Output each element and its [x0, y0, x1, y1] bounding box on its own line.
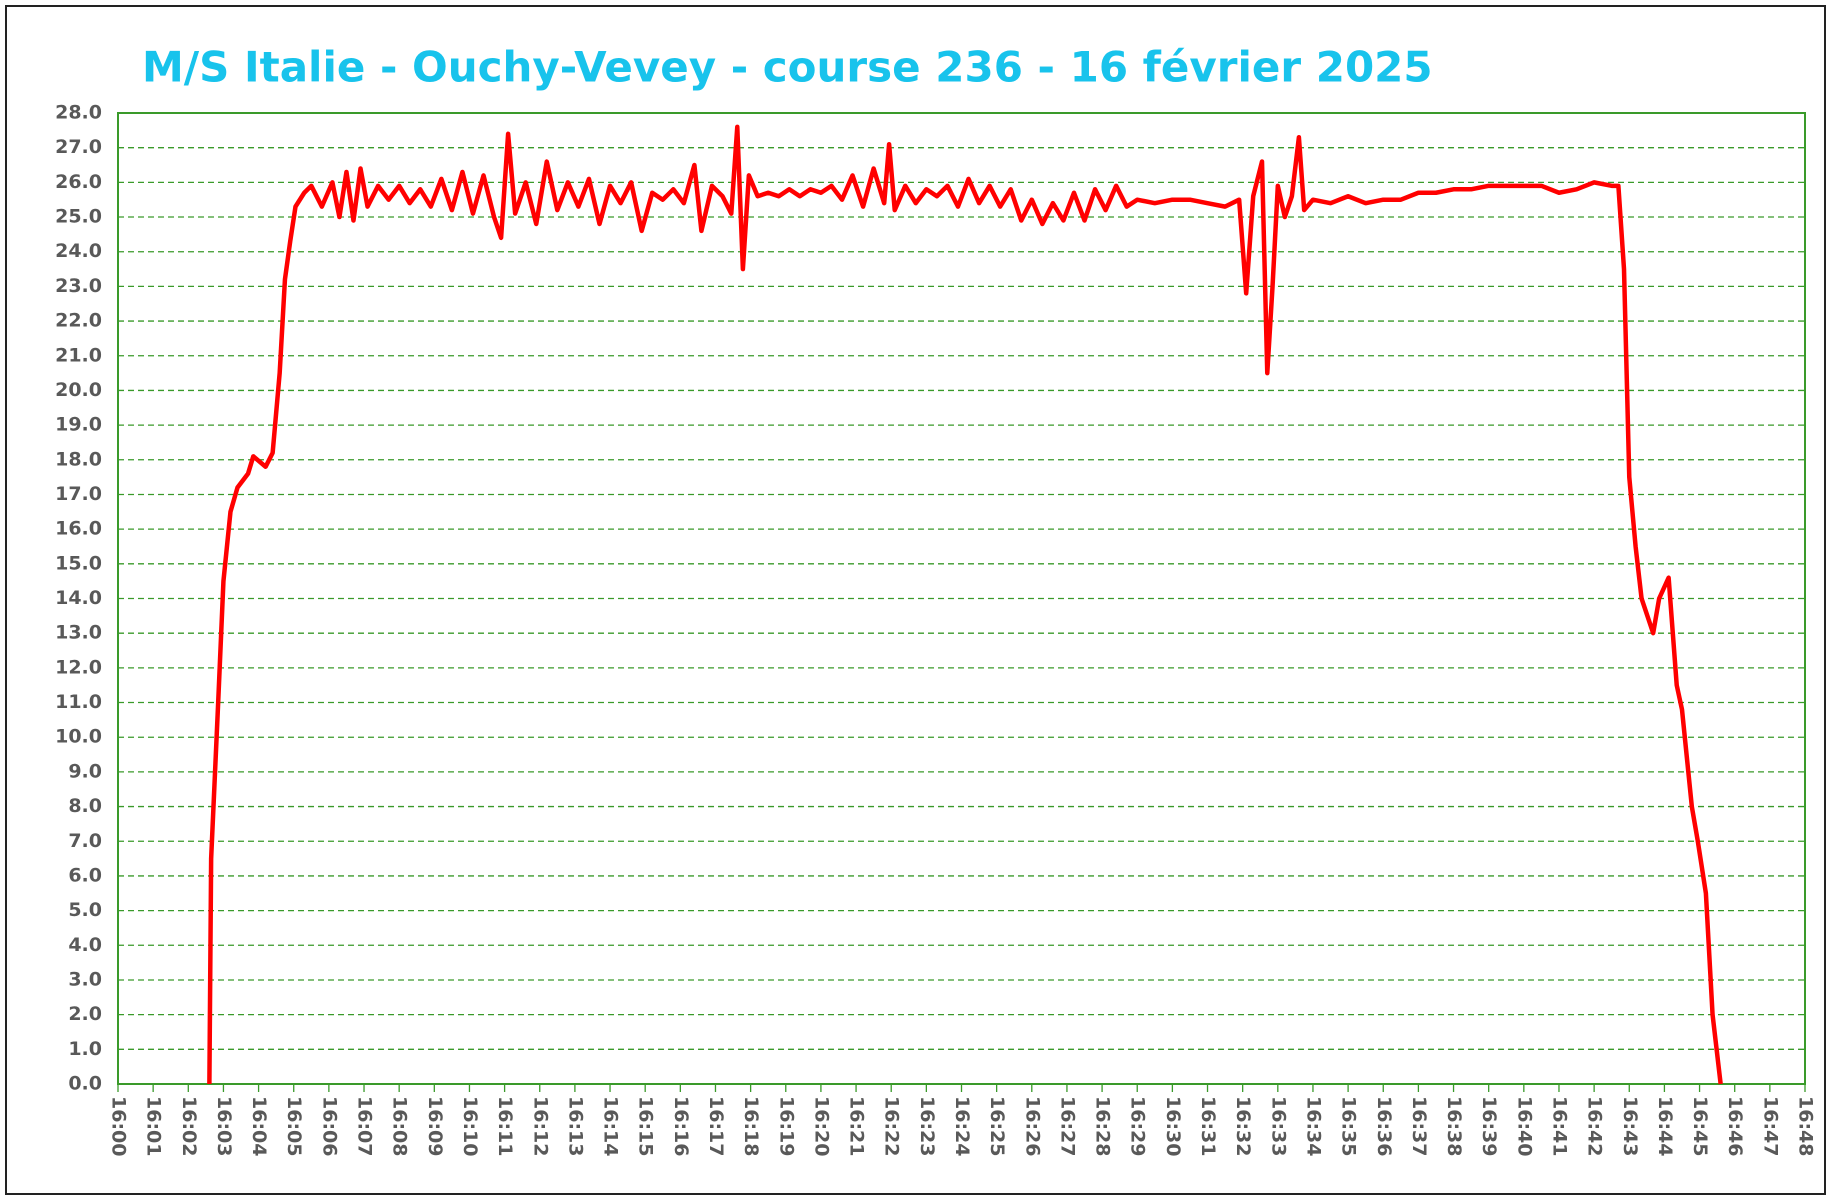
y-tick-label: 21.0	[55, 344, 102, 366]
x-tick-label: 16:17	[705, 1096, 727, 1156]
x-tick-label: 16:29	[1127, 1096, 1149, 1156]
y-tick-label: 26.0	[55, 171, 102, 193]
x-tick-label: 16:22	[881, 1096, 903, 1156]
x-tick-label: 16:42	[1584, 1096, 1606, 1156]
y-tick-label: 18.0	[55, 448, 102, 470]
y-tick-label: 25.0	[55, 206, 102, 228]
y-tick-label: 24.0	[55, 240, 102, 262]
x-tick-label: 16:34	[1302, 1096, 1324, 1156]
x-tick-label: 16:03	[213, 1096, 235, 1156]
chart-title: M/S Italie - Ouchy-Vevey - course 236 - …	[142, 43, 1433, 92]
x-tick-label: 16:27	[1056, 1096, 1078, 1156]
x-tick-label: 16:13	[564, 1096, 586, 1156]
y-tick-label: 10.0	[55, 726, 102, 748]
y-tick-label: 17.0	[55, 483, 102, 505]
x-tick-label: 16:23	[916, 1096, 938, 1156]
y-tick-label: 15.0	[55, 552, 102, 574]
x-tick-label: 16:47	[1759, 1096, 1781, 1156]
y-tick-label: 1.0	[68, 1038, 102, 1060]
y-tick-label: 8.0	[68, 795, 102, 817]
x-tick-label: 16:05	[283, 1096, 305, 1156]
x-tick-label: 16:11	[494, 1096, 516, 1156]
x-tick-label: 16:45	[1689, 1096, 1711, 1156]
x-tick-label: 16:36	[1373, 1096, 1395, 1156]
y-tick-label: 5.0	[68, 899, 102, 921]
x-tick-label: 16:24	[951, 1096, 973, 1156]
x-tick-label: 16:28	[1092, 1096, 1114, 1156]
y-tick-label: 16.0	[55, 518, 102, 540]
x-tick-label: 16:18	[740, 1096, 762, 1156]
y-tick-label: 13.0	[55, 622, 102, 644]
x-tick-label: 16:21	[846, 1096, 868, 1156]
x-tick-label: 16:44	[1654, 1096, 1676, 1156]
x-tick-label: 16:09	[424, 1096, 446, 1156]
y-tick-label: 22.0	[55, 310, 102, 332]
x-tick-label: 16:08	[389, 1096, 411, 1156]
x-tick-label: 16:07	[354, 1096, 376, 1156]
x-tick-label: 16:15	[635, 1096, 657, 1156]
x-tick-label: 16:01	[143, 1096, 165, 1156]
y-tick-label: 12.0	[55, 656, 102, 678]
y-tick-label: 9.0	[68, 760, 102, 782]
x-tick-label: 16:41	[1548, 1096, 1570, 1156]
x-tick-label: 16:26	[1021, 1096, 1043, 1156]
x-tick-label: 16:48	[1795, 1096, 1817, 1156]
x-tick-label: 16:46	[1724, 1096, 1746, 1156]
x-tick-label: 16:19	[775, 1096, 797, 1156]
y-tick-label: 7.0	[68, 830, 102, 852]
x-tick-label: 16:35	[1338, 1096, 1360, 1156]
x-tick-label: 16:31	[1197, 1096, 1219, 1156]
y-tick-label: 3.0	[68, 968, 102, 990]
data-line	[207, 124, 1723, 1085]
x-tick-label: 16:33	[1267, 1096, 1289, 1156]
x-tick-label: 16:30	[1162, 1096, 1184, 1156]
y-tick-label: 20.0	[55, 379, 102, 401]
y-tick-label: 28.0	[55, 102, 102, 124]
x-tick-label: 16:32	[1232, 1096, 1254, 1156]
plot-border	[117, 112, 1806, 1085]
x-tick-label: 16:39	[1478, 1096, 1500, 1156]
x-tick-label: 16:14	[600, 1096, 622, 1156]
y-tick-label: 27.0	[55, 136, 102, 158]
frame	[5, 5, 1826, 1195]
y-tick-label: 11.0	[55, 691, 102, 713]
y-tick-label: 4.0	[68, 934, 102, 956]
x-tick-label: 16:06	[318, 1096, 340, 1156]
x-tick-label: 16:04	[248, 1096, 270, 1156]
x-tick-label: 16:10	[459, 1096, 481, 1156]
x-tick-label: 16:43	[1619, 1096, 1641, 1156]
x-tick-label: 16:00	[108, 1096, 130, 1156]
x-tick-label: 16:38	[1443, 1096, 1465, 1156]
x-tick-label: 16:37	[1408, 1096, 1430, 1156]
y-tick-label: 6.0	[68, 864, 102, 886]
x-tick-label: 16:25	[986, 1096, 1008, 1156]
x-tick-label: 16:40	[1513, 1096, 1535, 1156]
y-tick-label: 19.0	[55, 414, 102, 436]
x-tick-label: 16:12	[529, 1096, 551, 1156]
y-tick-label: 14.0	[55, 587, 102, 609]
y-tick-label: 2.0	[68, 1003, 102, 1025]
x-tick-label: 16:16	[670, 1096, 692, 1156]
x-tick-label: 16:20	[810, 1096, 832, 1156]
y-tick-label: 23.0	[55, 275, 102, 297]
y-tick-label: 0.0	[68, 1073, 102, 1095]
x-tick-label: 16:02	[178, 1096, 200, 1156]
